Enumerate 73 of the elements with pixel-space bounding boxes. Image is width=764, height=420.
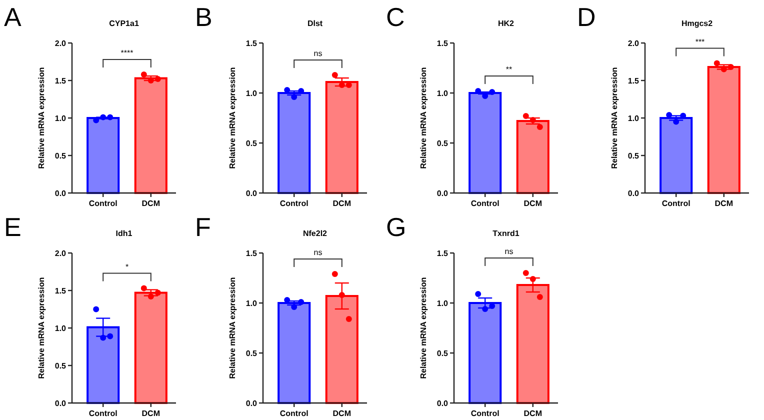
annotation: ** [506,65,512,74]
x-tick-label: Control [280,199,308,208]
text: A [4,2,22,32]
y-tick-label: 1.5 [54,286,67,296]
chart-title: Nfe2l2 [302,229,328,238]
y-tick-label: 0.0 [246,188,258,198]
x-tick-label: Control [470,199,500,208]
y-tick-label: 0.5 [246,138,258,148]
y-axis-title: Relative mRNA expression [228,277,237,379]
y-tick-label: 0.5 [246,348,258,358]
y-tick-label: 1.5 [246,38,258,48]
y-tick-label: 1.0 [436,298,449,308]
text: D [577,2,596,32]
y-axis-title: Relative mRNA expression [419,67,428,169]
text: E [4,212,22,242]
y-tick-label: 2.0 [54,38,67,48]
x-tick-label: Control [662,199,690,208]
text: F [195,212,211,242]
y-tick-label: 2.0 [54,248,67,258]
y-tick-label: 1.0 [246,88,258,98]
y-axis-title: Relative mRNA expression [610,67,619,169]
text: G [386,212,406,242]
y-tick-label: 0.0 [54,188,67,198]
x-tick-label: Control [88,409,118,418]
y-tick-label: 0.0 [246,398,258,408]
x-tick-label: Control [88,199,118,208]
annotation: ns [504,247,514,256]
x-tick-label: DCM [332,409,352,418]
annotation: *** [695,37,705,46]
y-tick-label: 0.5 [436,138,449,148]
y-tick-label: 0.0 [628,188,640,198]
y-tick-label: 1.5 [628,76,640,86]
y-axis-title: Relative mRNA expression [228,67,237,169]
y-tick-label: 1.5 [436,38,449,48]
y-tick-label: 1.5 [246,248,258,258]
y-axis-title: Relative mRNA expression [37,277,46,379]
x-tick-label: DCM [142,409,160,418]
x-tick-label: DCM [524,199,542,208]
x-tick-label: Control [470,409,500,418]
y-axis-title: Relative mRNA expression [37,67,46,169]
y-axis-title: Relative mRNA expression [419,277,428,379]
annotation: **** [120,48,134,58]
y-tick-label: 0.0 [54,398,67,408]
y-tick-label: 0.5 [628,151,640,160]
annotation: * [125,262,129,272]
text: B [195,2,212,32]
x-tick-label: DCM [714,199,734,208]
y-tick-label: 0.5 [436,348,449,358]
annotation: ns [314,248,322,257]
y-tick-label: 1.0 [54,324,67,333]
chart-title: Hmgcs2 [681,19,714,28]
text: C [386,2,405,32]
x-tick-label: DCM [524,409,542,418]
y-tick-label: 1.0 [628,114,640,123]
x-tick-label: Control [280,409,308,418]
y-tick-label: 1.5 [54,76,67,86]
y-tick-label: 1.0 [436,88,449,98]
chart-title: HK2 [498,19,515,28]
annotation: ns [314,49,322,58]
chart-title: Txnrd1 [492,229,520,238]
y-tick-label: 2.0 [628,38,640,48]
chart-title: CYP1a1 [109,19,140,28]
y-tick-label: 1.0 [246,298,258,308]
chart-title: Dlst [307,19,323,28]
y-tick-label: 0.5 [54,361,67,370]
y-tick-label: 0.0 [436,398,449,408]
y-tick-label: 0.0 [436,188,449,198]
y-tick-label: 1.5 [436,248,449,258]
x-tick-label: DCM [332,199,352,208]
y-tick-label: 1.0 [54,114,67,123]
x-tick-label: DCM [142,199,160,208]
y-tick-label: 0.5 [54,151,67,160]
chart-title: Idh1 [116,229,133,238]
